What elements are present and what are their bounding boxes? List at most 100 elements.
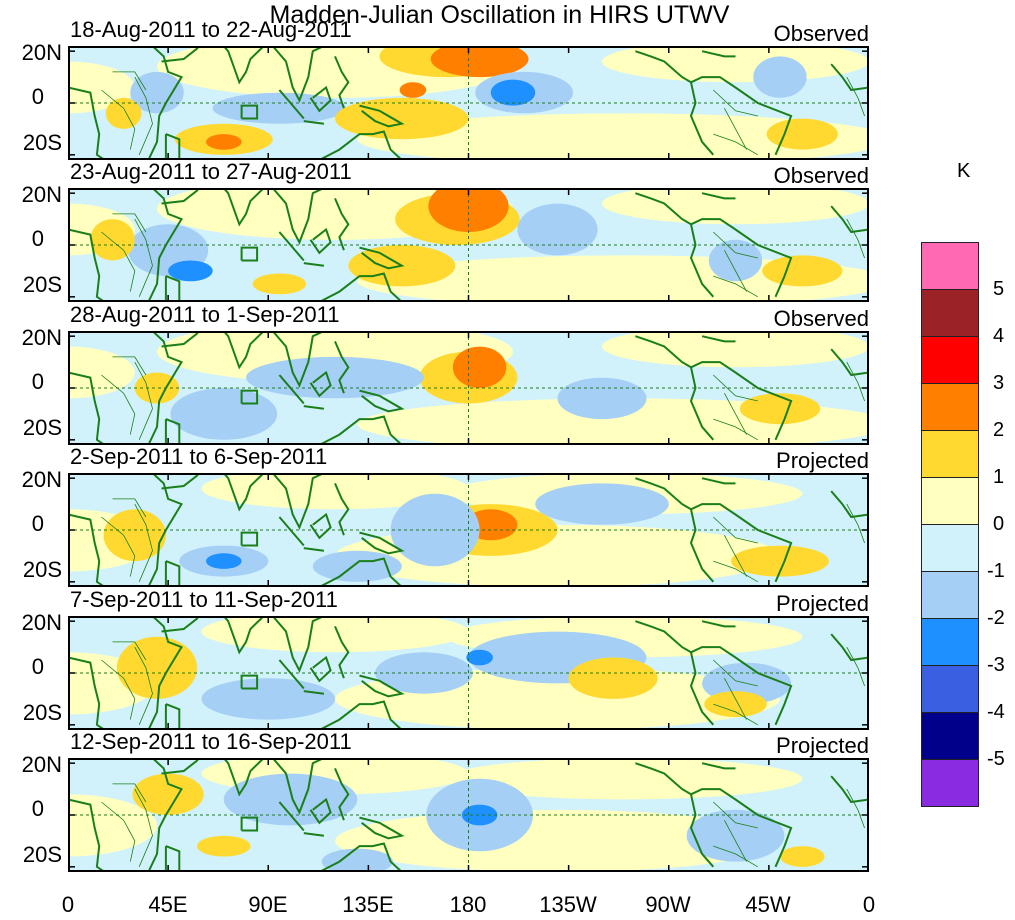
coastline [635,620,692,654]
colorbar-swatch [921,571,979,619]
latitude-label: 20S [22,700,62,725]
country-border [713,418,759,441]
coastline [309,85,332,113]
latitude-label: 20S [22,130,62,155]
coastline [278,374,305,405]
country-border [101,516,136,577]
anomaly-blob [708,239,763,282]
anomaly-band [68,346,135,399]
coastline [222,758,265,797]
coastline [689,652,715,726]
country-border [713,801,758,829]
map-canvas [68,331,869,445]
panel-date-range: 2-Sep-2011 to 6-Sep-2011 [70,444,328,469]
panel-date-range: 28-Aug-2011 to 1-Sep-2011 [70,302,340,327]
country-border [713,845,759,868]
latitude-label: 0 [31,84,44,109]
anomaly-blob [168,260,213,282]
country-border [713,275,759,298]
colorbar-label: 2 [993,419,1005,441]
coastline [318,557,403,587]
anomaly-blob [206,134,242,150]
country-border [134,361,153,440]
country-border [846,76,865,117]
country-border [101,659,136,720]
coastline [359,246,405,270]
coastline [701,620,736,628]
colorbar-label: -4 [987,701,1005,723]
latitude-label: 20S [22,415,62,440]
anomaly-blob [517,203,598,256]
map-panel: 7-Sep-2011 to 11-Sep-2011 Projected 20N 0 20… [0,588,900,730]
coastline [334,341,350,394]
panel-date-range: 18-Aug-2011 to 22-Aug-2011 [70,17,352,42]
coastline [830,633,869,662]
coastline [164,845,181,872]
anomaly-blob [252,273,307,295]
panel-status: Observed [773,21,869,46]
anomaly-blob [762,255,843,287]
anomaly-blob [430,46,529,78]
coastline [278,659,305,690]
coastline [303,120,325,125]
latitude-label: 0 [31,654,44,679]
coastline [303,262,325,267]
coastline [318,415,403,445]
map-canvas [68,46,869,160]
anomaly-blob [197,835,251,857]
longitude-label: 135W [539,892,597,917]
coastline [701,335,736,343]
country-border [713,659,758,687]
colorbar-label: 1 [993,466,1005,488]
country-border [713,516,758,544]
map-canvas [68,616,869,730]
coastline [318,272,403,302]
anomaly-blob [335,97,469,140]
latitude-label: 20N [21,325,62,350]
coastline [309,370,332,398]
coastline [359,816,405,840]
country-border [112,213,147,233]
coastline [690,503,793,583]
longitude-label: 45W [745,892,791,917]
colorbar-label: 3 [993,372,1005,394]
map-canvas [68,758,869,872]
country-border [101,374,136,435]
coastline [240,246,259,262]
panel-status: Observed [773,163,869,188]
coastline [303,690,325,695]
coastline [161,616,200,633]
coastline [68,331,183,445]
anomaly-blob [452,346,507,388]
coastline [689,794,715,868]
country-border [713,560,759,583]
anomaly-blob [201,678,336,720]
anomaly-blob [490,79,536,106]
country-border [101,801,136,862]
country-border [724,535,747,577]
coastline [68,758,183,872]
anomaly-blob [312,550,402,582]
colorbar-swatch [921,289,979,337]
coastline [303,547,325,552]
map-panel: 23-Aug-2011 to 27-Aug-2011 Observed 20N 0 20… [0,160,900,302]
coastline [240,389,259,405]
latitude-label: 20N [21,467,62,492]
country-border [846,646,865,687]
country-border [134,788,153,867]
coastline [303,832,325,837]
coastline [701,762,736,770]
colorbar-swatch [921,665,979,713]
coastline [690,76,793,156]
anomaly-blob [90,219,135,261]
colorbar-swatch [921,618,979,666]
longitude-label: 180 [449,892,487,917]
country-border [846,788,865,829]
anomaly-map [68,473,869,587]
anomaly-blob [170,388,278,440]
anomaly-blob [568,657,658,699]
coastline [830,490,869,519]
coastline [635,50,692,84]
coastline [278,801,305,832]
coastline [278,89,305,120]
